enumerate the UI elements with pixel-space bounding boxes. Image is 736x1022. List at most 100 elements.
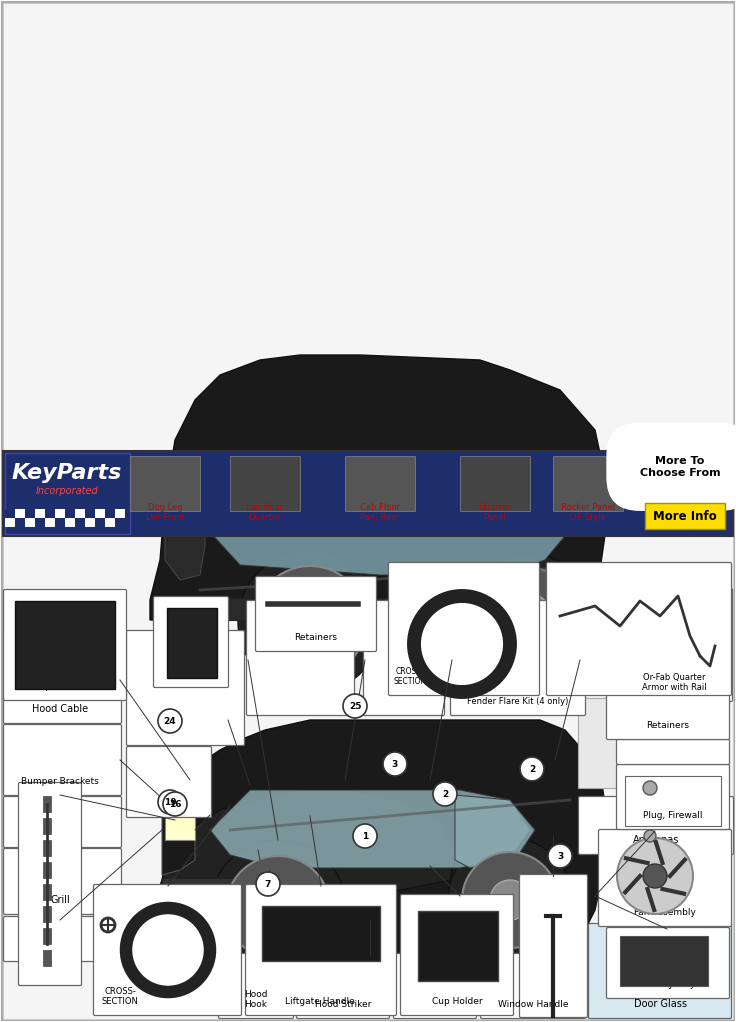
Polygon shape (455, 795, 535, 868)
Circle shape (643, 781, 657, 795)
Bar (15, 509, 25, 518)
Circle shape (470, 554, 590, 673)
Bar (55, 509, 65, 518)
Bar (105, 509, 115, 518)
Circle shape (343, 694, 367, 718)
Text: Fender Flare Kit (4 only): Fender Flare Kit (4 only) (467, 697, 569, 706)
Bar (130, 456, 200, 511)
Bar (95, 518, 105, 527)
FancyBboxPatch shape (617, 764, 729, 830)
Bar (3, 451, 733, 536)
Circle shape (238, 550, 382, 694)
Text: 22: 22 (131, 751, 144, 761)
Bar (43, 862, 51, 878)
FancyBboxPatch shape (219, 954, 294, 1019)
Bar (35, 509, 45, 518)
Bar (43, 818, 51, 834)
FancyBboxPatch shape (598, 830, 732, 927)
FancyBboxPatch shape (93, 884, 241, 1016)
Text: 16: 16 (169, 799, 181, 808)
Text: 24: 24 (163, 716, 177, 726)
Text: 13: 13 (368, 605, 381, 615)
Bar (15, 518, 25, 527)
FancyBboxPatch shape (4, 590, 127, 700)
Text: 23: 23 (8, 853, 21, 863)
FancyBboxPatch shape (4, 796, 121, 847)
Text: 14: 14 (8, 921, 21, 931)
Text: 3: 3 (392, 759, 398, 769)
Bar (345, 456, 415, 511)
Polygon shape (210, 790, 530, 868)
Text: 7: 7 (265, 880, 271, 888)
Circle shape (490, 880, 530, 920)
Bar (553, 456, 623, 511)
Bar (65, 509, 75, 518)
Polygon shape (148, 721, 610, 960)
Bar (262, 905, 380, 961)
Text: Cab Floor
Pan, Rear: Cab Floor Pan, Rear (360, 503, 400, 522)
Text: CROSS-
SECTION: CROSS- SECTION (102, 986, 138, 1006)
FancyBboxPatch shape (4, 848, 121, 915)
Text: Incorporated: Incorporated (35, 486, 99, 496)
Text: Plug, Firewall: Plug, Firewall (643, 811, 703, 820)
Circle shape (548, 844, 572, 868)
Text: Hood
Hook: Hood Hook (244, 989, 268, 1009)
FancyBboxPatch shape (450, 601, 586, 715)
Bar (645, 503, 725, 529)
FancyBboxPatch shape (520, 875, 587, 1018)
FancyBboxPatch shape (481, 954, 586, 1019)
Text: Lwr Rear
Quarter: Lwr Rear Quarter (247, 503, 283, 522)
Bar (43, 884, 51, 900)
Text: 15: 15 (251, 605, 264, 615)
Circle shape (254, 566, 366, 678)
Text: 28: 28 (485, 958, 498, 968)
Circle shape (256, 872, 280, 896)
FancyBboxPatch shape (400, 894, 514, 1016)
Bar (115, 518, 125, 527)
Bar (75, 518, 85, 527)
Text: 29: 29 (551, 567, 565, 577)
Bar (95, 509, 105, 518)
Text: 16a: 16a (250, 889, 270, 899)
Bar (115, 509, 125, 518)
Text: 11: 11 (8, 635, 21, 645)
Circle shape (163, 792, 187, 816)
Text: 9: 9 (524, 879, 531, 889)
Text: Door Glass: Door Glass (634, 998, 687, 1009)
Bar (568, 482, 588, 510)
Polygon shape (162, 790, 455, 900)
Text: 4: 4 (455, 605, 461, 615)
FancyBboxPatch shape (154, 597, 228, 688)
Bar (85, 509, 95, 518)
Text: 2: 2 (442, 790, 448, 798)
Circle shape (158, 709, 182, 733)
Bar (25, 509, 35, 518)
FancyBboxPatch shape (247, 601, 355, 715)
Circle shape (286, 598, 334, 646)
FancyBboxPatch shape (297, 954, 389, 1019)
Text: Hood Cable: Hood Cable (32, 704, 88, 714)
Circle shape (643, 864, 667, 888)
FancyBboxPatch shape (547, 562, 732, 696)
FancyBboxPatch shape (389, 562, 539, 696)
Text: 35: 35 (621, 769, 634, 779)
Circle shape (510, 594, 550, 634)
Bar (620, 936, 708, 986)
Circle shape (448, 838, 572, 962)
FancyBboxPatch shape (4, 725, 121, 795)
Bar (43, 796, 51, 812)
Polygon shape (162, 795, 195, 875)
Text: Rocker Panel
OE Style: Rocker Panel OE Style (561, 503, 615, 522)
FancyBboxPatch shape (578, 796, 734, 854)
Text: 33: 33 (603, 834, 617, 844)
Text: 35: 35 (627, 779, 640, 789)
Bar (105, 518, 115, 527)
Text: 3: 3 (557, 851, 563, 861)
Bar (3, 3, 733, 453)
Text: Hood Striker: Hood Striker (315, 1000, 371, 1009)
FancyBboxPatch shape (364, 601, 445, 715)
Bar (3, 536, 733, 1019)
Text: Grill: Grill (50, 895, 70, 905)
Text: Window Handle: Window Handle (498, 1000, 568, 1009)
Text: Antennas: Antennas (633, 835, 679, 845)
